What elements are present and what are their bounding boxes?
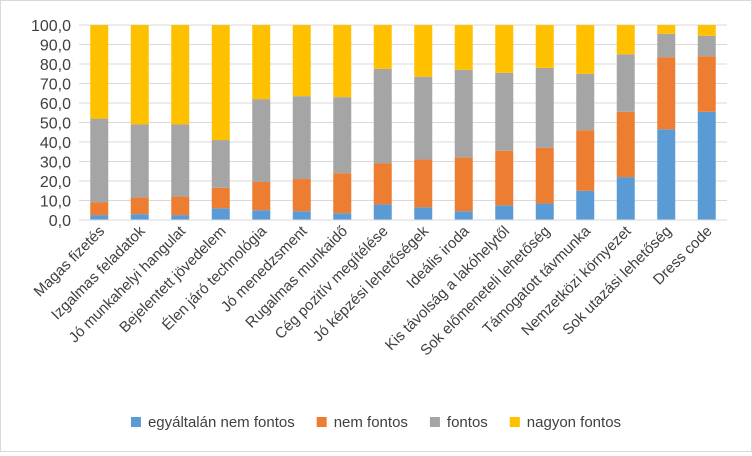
bar-segment xyxy=(90,202,109,216)
bar-segment xyxy=(576,73,595,131)
bar-segment xyxy=(373,163,392,205)
bar-segment xyxy=(576,190,595,220)
bar-segment xyxy=(697,111,716,220)
bar-segment xyxy=(171,124,190,197)
y-tick-label: 90,0 xyxy=(40,38,71,55)
y-tick-label: 100,0 xyxy=(31,18,71,35)
bar-segment xyxy=(211,208,230,220)
bar-segment xyxy=(495,25,514,73)
bar-segment xyxy=(373,68,392,164)
legend-swatch xyxy=(429,417,440,427)
bar-segment xyxy=(454,25,473,70)
bar-segment xyxy=(657,25,676,34)
bar-segment xyxy=(292,211,311,220)
legend-swatch xyxy=(316,417,327,427)
bar-segment xyxy=(657,129,676,220)
bar-segment xyxy=(252,99,271,182)
legend: egyáltalán nem fontos nem fontos fontos nag… xyxy=(130,414,621,431)
y-tick-label: 70,0 xyxy=(40,77,71,94)
y-axis-labels: 0,0 10,0 20,0 30,0 40,0 50,0 60,0 70,0 80,0 90,0 1… xyxy=(31,18,71,230)
bar-segment xyxy=(130,124,149,198)
bar-segment xyxy=(292,179,311,212)
bar-segment xyxy=(657,57,676,130)
bar-segment xyxy=(171,196,190,216)
bar-segment xyxy=(90,25,109,119)
bar-segment xyxy=(130,214,149,220)
y-tick-label: 60,0 xyxy=(40,96,71,113)
bar-segment xyxy=(333,97,352,174)
bar-segment xyxy=(373,204,392,220)
bar-segment xyxy=(535,25,554,68)
y-tick-label: 50,0 xyxy=(40,116,71,133)
bar-segment xyxy=(454,157,473,212)
bar-segment xyxy=(171,25,190,125)
legend-label: egyáltalán nem fontos xyxy=(148,414,295,431)
bar-segment xyxy=(616,177,635,220)
legend-swatch xyxy=(130,417,141,427)
bar-segment xyxy=(697,56,716,112)
bar-segment xyxy=(333,25,352,98)
legend-label: fontos xyxy=(447,414,488,431)
bar-segment xyxy=(211,140,230,188)
bar-segment xyxy=(414,207,433,220)
bar-segment xyxy=(292,96,311,180)
bar-segment xyxy=(130,197,149,215)
bar-segment xyxy=(616,25,635,55)
y-tick-label: 80,0 xyxy=(40,57,71,74)
legend-label: nagyon fontos xyxy=(527,414,621,431)
bar-segment xyxy=(130,25,149,125)
bar-segment xyxy=(535,67,554,148)
bar-segment xyxy=(333,213,352,220)
bar-segment xyxy=(697,35,716,57)
bars xyxy=(90,25,716,220)
y-tick-label: 30,0 xyxy=(40,155,71,172)
bar-segment xyxy=(252,181,271,211)
bar-segment xyxy=(697,25,716,36)
y-tick-label: 0,0 xyxy=(49,213,71,230)
bar-segment xyxy=(292,25,311,97)
y-tick-label: 40,0 xyxy=(40,135,71,152)
bar-segment xyxy=(414,76,433,160)
bar-segment xyxy=(211,25,230,141)
bar-segment xyxy=(90,118,109,203)
bar-segment xyxy=(495,150,514,206)
bar-segment xyxy=(414,159,433,208)
bar-segment xyxy=(576,130,595,191)
bar-segment xyxy=(535,203,554,220)
y-tick-label: 10,0 xyxy=(40,194,71,211)
bar-segment xyxy=(90,215,109,220)
bar-segment xyxy=(535,147,554,204)
bar-segment xyxy=(454,69,473,158)
bar-segment xyxy=(576,25,595,74)
bar-segment xyxy=(616,54,635,112)
bar-segment xyxy=(414,25,433,77)
legend-swatch xyxy=(509,417,520,427)
bar-segment xyxy=(495,72,514,151)
bar-segment xyxy=(657,33,676,58)
bar-segment xyxy=(252,210,271,220)
bar-segment xyxy=(373,25,392,69)
bar-segment xyxy=(333,173,352,214)
bar-segment xyxy=(495,205,514,220)
bar-segment xyxy=(616,111,635,178)
legend-label: nem fontos xyxy=(334,414,408,431)
bar-segment xyxy=(211,187,230,209)
y-tick-label: 20,0 xyxy=(40,174,71,191)
bar-segment xyxy=(454,211,473,220)
bar-segment xyxy=(252,25,271,100)
bar-segment xyxy=(171,215,190,220)
